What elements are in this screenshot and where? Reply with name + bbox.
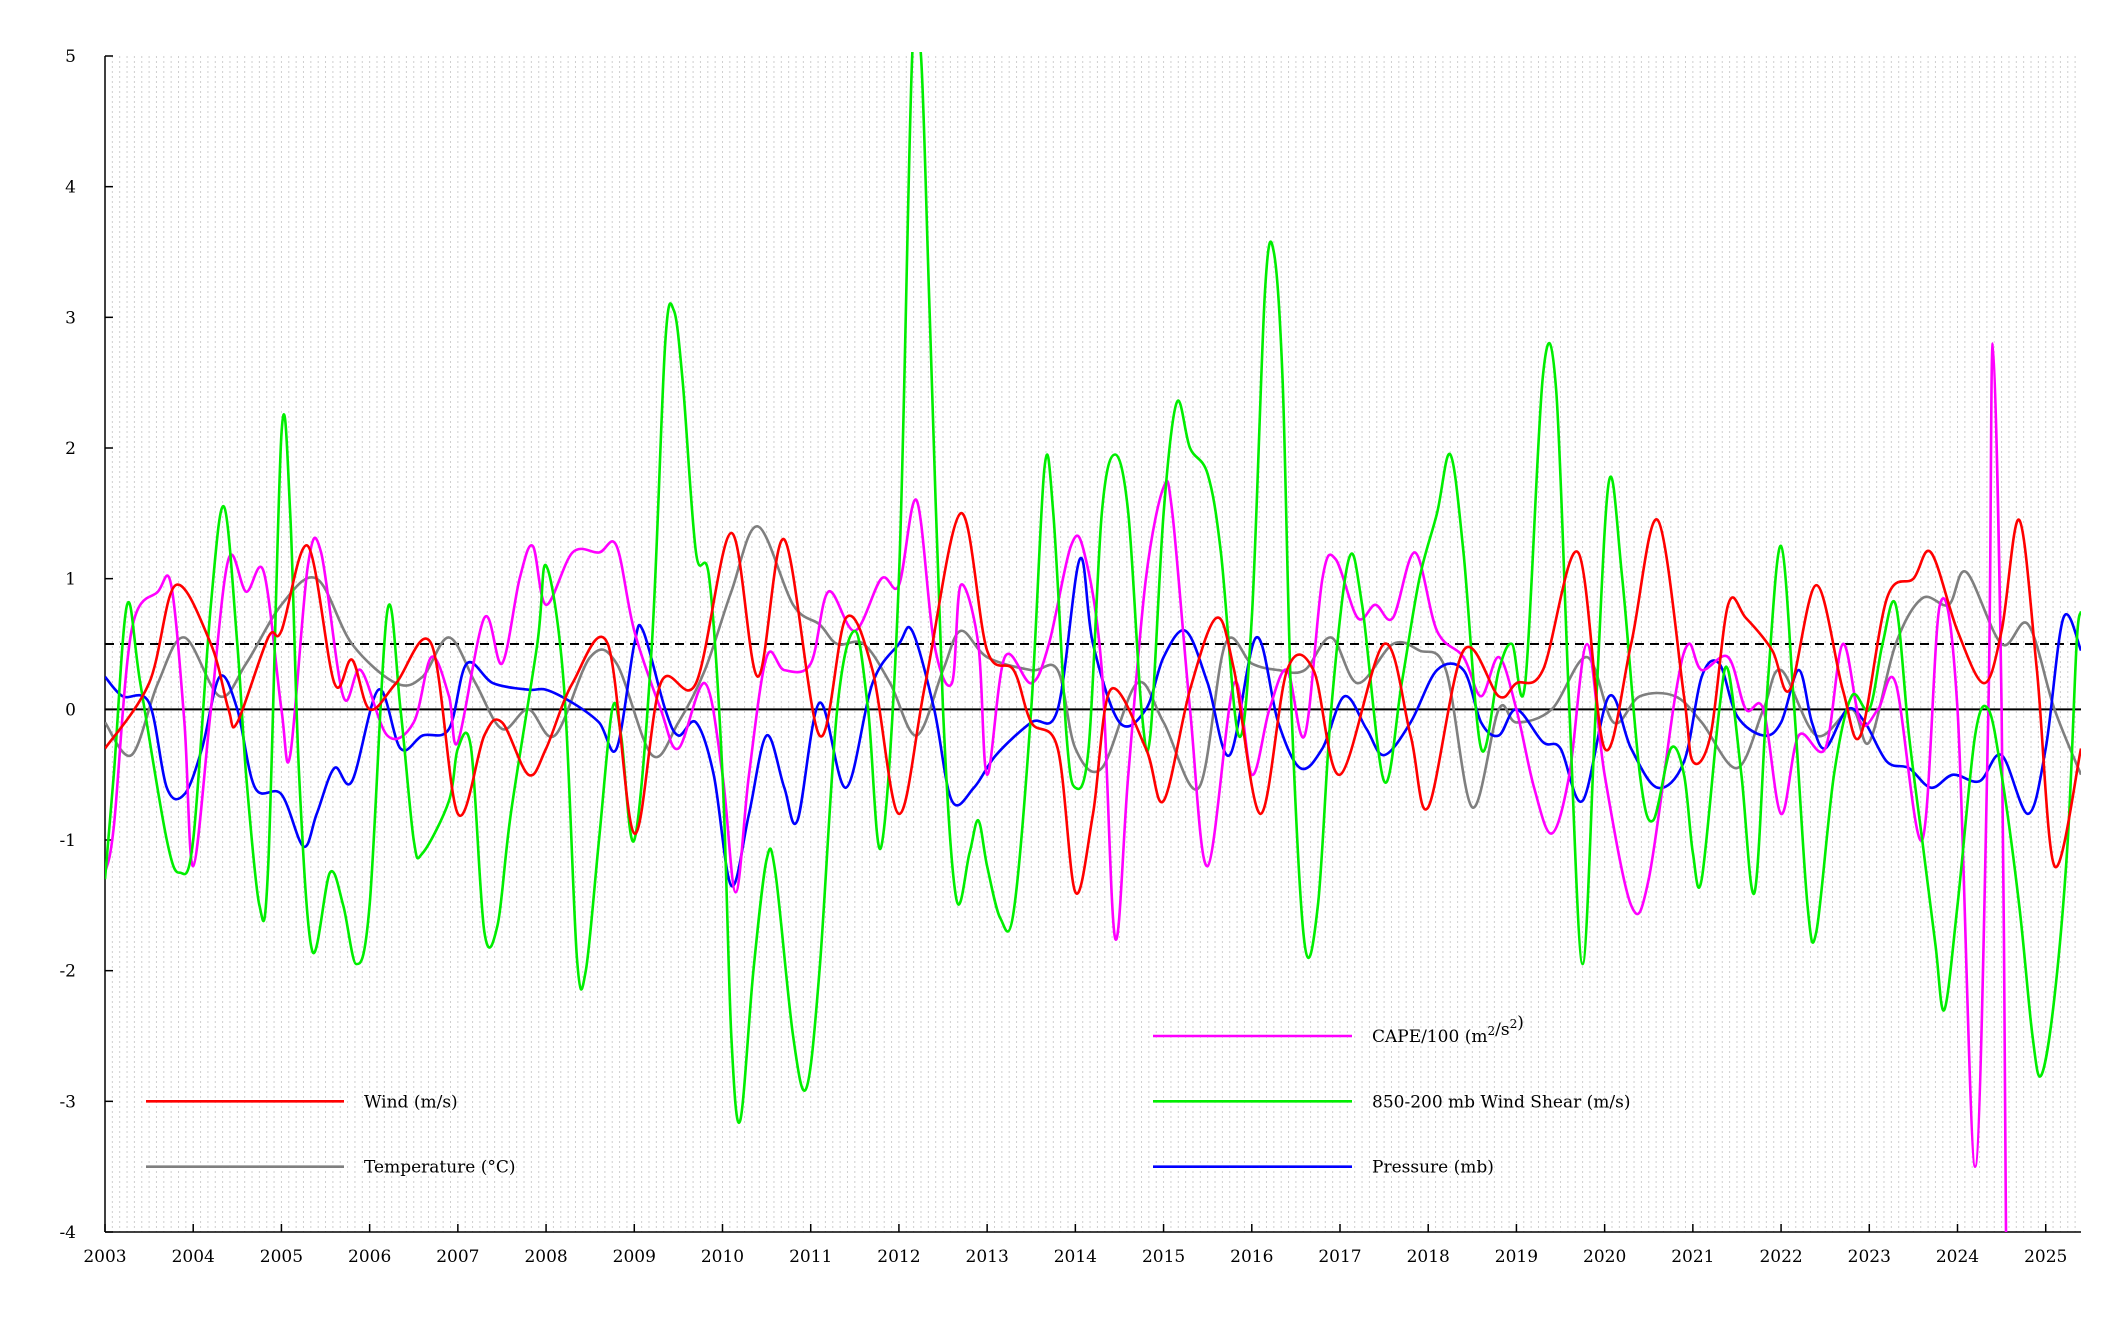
x-tick-label: 2004	[172, 1247, 215, 1267]
x-tick-label: 2012	[877, 1247, 920, 1267]
series-line-shear	[105, 52, 2081, 1124]
vertical-grid	[104, 56, 2076, 1232]
axes: 5 4 3 2 1 0 -1 -2 -3 -4 2003 2004 2005 2006 2007 2008 20…	[59, 47, 2081, 1267]
x-tick-label: 2022	[1759, 1247, 1802, 1267]
y-tick-label: 1	[65, 570, 76, 590]
x-tick-label: 2010	[701, 1247, 744, 1267]
x-tick-label: 2009	[613, 1247, 656, 1267]
x-tick-label: 2015	[1142, 1247, 1185, 1267]
x-tick-label: 2014	[1054, 1247, 1097, 1267]
x-tick-label: 2017	[1318, 1247, 1361, 1267]
x-tick-label: 2013	[966, 1247, 1009, 1267]
x-tick-label: 2018	[1407, 1247, 1450, 1267]
series-group	[105, 52, 2081, 1232]
x-tick-label: 2021	[1671, 1247, 1714, 1267]
y-tick-label: 0	[65, 700, 76, 720]
x-tick-label: 2024	[1936, 1247, 1979, 1267]
series-line-pressure	[105, 556, 2081, 888]
legend: Wind (m/s) Temperature (°C) CAPE/100 (m2/s…	[146, 1013, 1630, 1178]
series-line-temperature	[105, 525, 2081, 809]
legend-label-cape: CAPE/100 (m2/s2)	[1372, 1013, 1524, 1047]
x-tick-label: 2011	[789, 1247, 832, 1267]
legend-label-wind: Wind (m/s)	[364, 1092, 458, 1112]
x-tick-label: 2023	[1848, 1247, 1891, 1267]
y-tick-label: -2	[59, 962, 76, 982]
x-tick-label: 2020	[1583, 1247, 1626, 1267]
x-tick-label: 2003	[83, 1247, 126, 1267]
series-line-wind	[105, 511, 2081, 895]
y-tick-label: 5	[65, 47, 76, 67]
x-tick-label: 2016	[1230, 1247, 1273, 1267]
legend-label-pressure: Pressure (mb)	[1372, 1158, 1494, 1178]
y-tick-label: 3	[65, 308, 76, 328]
x-tick-label: 2008	[524, 1247, 567, 1267]
y-tick-label: 2	[65, 439, 76, 459]
y-tick-label: -3	[59, 1092, 76, 1112]
x-tick-label: 2007	[436, 1247, 479, 1267]
x-tick-label: 2019	[1495, 1247, 1538, 1267]
y-tick-label: -1	[59, 831, 76, 851]
legend-label-shear: 850-200 mb Wind Shear (m/s)	[1372, 1092, 1630, 1112]
y-tick-label: 4	[65, 178, 76, 198]
x-tick-label: 2005	[260, 1247, 303, 1267]
legend-label-temperature: Temperature (°C)	[364, 1158, 516, 1178]
y-tick-label: -4	[59, 1223, 76, 1243]
x-tick-label: 2025	[2024, 1247, 2067, 1267]
x-tick-label: 2006	[348, 1247, 391, 1267]
